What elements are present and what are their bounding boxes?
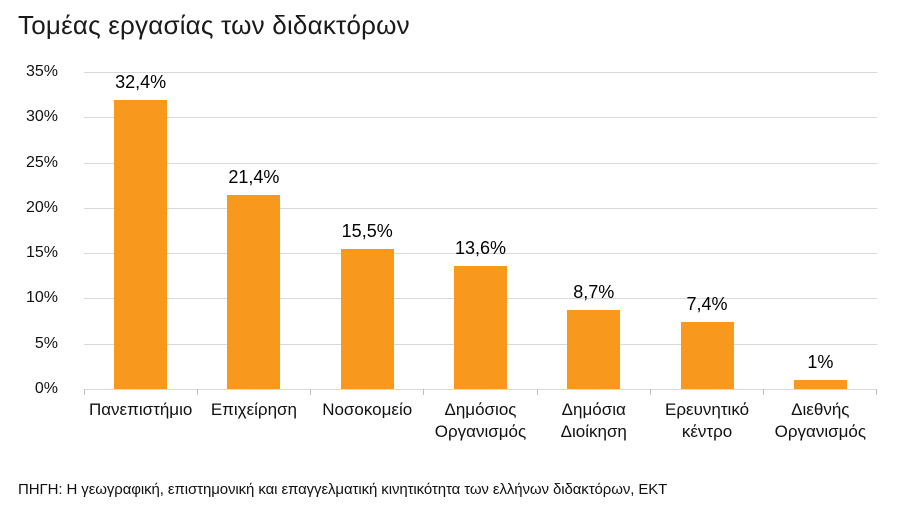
bar-group: 7,4%	[650, 72, 763, 389]
x-axis-tick	[424, 389, 538, 395]
y-tick-label: 10%	[25, 289, 58, 307]
x-category-label: Ερευνητικό κέντρο	[665, 400, 750, 441]
x-category-label: Δημόσια Διοίκηση	[560, 400, 627, 441]
bar-value-label: 7,4%	[686, 293, 728, 314]
bar	[567, 310, 621, 389]
y-tick-label: 25%	[25, 153, 58, 171]
bar	[340, 248, 394, 389]
x-axis-tick	[198, 389, 312, 395]
x-axis-tick	[311, 389, 425, 395]
x-axis-tick	[651, 389, 764, 395]
bar-value-label: 15,5%	[341, 220, 393, 241]
gridline	[84, 72, 877, 117]
bar-value-label: 32,4%	[115, 72, 167, 92]
gridline	[84, 207, 877, 253]
bar-value-label: 13,6%	[454, 237, 506, 258]
bar	[680, 321, 734, 389]
bar	[453, 265, 507, 389]
y-tick-label: 35%	[25, 63, 58, 80]
gridline	[84, 117, 877, 162]
gridline	[84, 162, 877, 208]
bar	[227, 195, 281, 389]
x-axis-tick	[85, 389, 199, 395]
x-category-label: Διεθνής Οργανισμός	[774, 400, 867, 441]
x-category-label: Πανεπιστήμιο	[88, 400, 193, 419]
bar-group: 13,6%	[424, 72, 537, 389]
bar-group: 1%	[764, 72, 877, 389]
y-tick-label: 5%	[34, 334, 58, 352]
bar	[793, 379, 847, 389]
y-axis: 35% 30% 25% 20% 15% 10% 5% 0%	[0, 0, 58, 521]
x-axis-tick	[764, 389, 877, 395]
x-category-label: Δημόσιος Οργανισμός	[434, 400, 527, 441]
plot-area: 32,4% 21,4% 15,5% 13,6% 8,7% 7,4%	[84, 72, 877, 395]
x-axis-line	[84, 389, 877, 390]
x-axis-labels: Πανεπιστήμιο Επιχείρηση Νοσοκομείο Δημόσ…	[84, 399, 877, 443]
bar-group: 32,4%	[84, 72, 197, 389]
source-note: ΠΗΓΗ: Η γεωγραφική, επιστημονική και επα…	[18, 481, 668, 498]
bar-group: 15,5%	[311, 72, 424, 389]
x-category-label: Επιχείρηση	[210, 400, 298, 419]
x-category-label: Νοσοκομείο	[322, 400, 413, 419]
gridline	[84, 253, 877, 298]
bar-value-label: 21,4%	[228, 167, 280, 188]
y-tick-label: 0%	[34, 380, 58, 397]
bar-group: 8,7%	[537, 72, 650, 389]
x-axis-ticks	[84, 389, 877, 395]
bar	[114, 100, 168, 389]
x-axis-tick	[538, 389, 651, 395]
bar-value-label: 1%	[807, 351, 834, 372]
y-tick-label: 15%	[25, 244, 58, 262]
y-tick-label: 20%	[25, 198, 58, 216]
chart-title: Τομέας εργασίας των διδακτόρων	[18, 10, 410, 40]
bar-series: 32,4% 21,4% 15,5% 13,6% 8,7% 7,4%	[84, 72, 877, 389]
y-tick-label: 30%	[25, 108, 58, 126]
bar-value-label: 8,7%	[573, 282, 615, 303]
bar-group: 21,4%	[197, 72, 310, 389]
